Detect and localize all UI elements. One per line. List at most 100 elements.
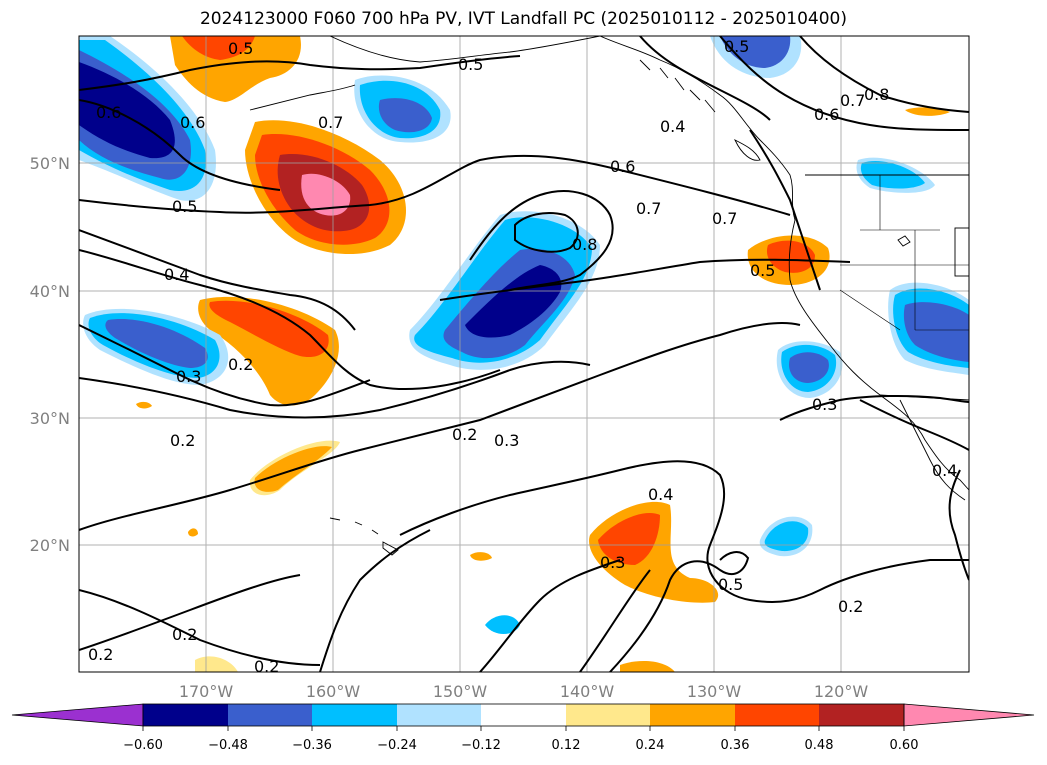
contour-label: 0.7 xyxy=(636,199,661,218)
lat-label: 20°N xyxy=(30,536,70,555)
colorbar-bin xyxy=(819,704,904,726)
contour-label: 0.4 xyxy=(648,485,673,504)
contour-line xyxy=(859,399,969,451)
lat-label: 50°N xyxy=(30,154,70,173)
contour-line xyxy=(399,460,969,603)
contour-label: 0.7 xyxy=(840,91,865,110)
contour-label: 0.8 xyxy=(572,235,597,254)
colorbar-tick-label: −0.36 xyxy=(292,738,332,753)
contour-label: 0.4 xyxy=(660,117,685,136)
lon-label: 120°W xyxy=(814,682,869,701)
lon-label: 130°W xyxy=(687,682,742,701)
positive-anomaly-region xyxy=(598,512,660,565)
contour-line xyxy=(609,551,750,672)
contour-line xyxy=(579,569,651,672)
negative-anomaly-region xyxy=(105,319,208,368)
contour-label: 0.7 xyxy=(318,113,343,132)
pc-contours xyxy=(79,36,969,672)
contour-line xyxy=(719,36,969,131)
contour-label: 0.2 xyxy=(254,657,279,676)
contour-label: 0.2 xyxy=(452,425,477,444)
positive-anomaly-region xyxy=(620,660,675,672)
colorbar-tick-label: 0.60 xyxy=(890,738,919,753)
contour-line xyxy=(749,129,821,291)
contour-line xyxy=(79,589,321,666)
contour-label: 0.5 xyxy=(724,37,749,56)
lat-label: 30°N xyxy=(30,409,70,428)
contour-label: 0.6 xyxy=(814,105,839,124)
positive-anomaly-region xyxy=(188,528,198,537)
contour-line xyxy=(469,190,614,291)
contour-label: 0.8 xyxy=(864,85,889,104)
map-gridlines xyxy=(79,36,969,672)
contour-line xyxy=(79,99,281,191)
contour-label: 0.6 xyxy=(180,113,205,132)
contour-label: 0.5 xyxy=(750,261,775,280)
negative-anomaly-region xyxy=(485,615,520,635)
contour-line xyxy=(79,322,801,531)
great-basin-box xyxy=(954,227,969,277)
colorbar-tick-label: −0.48 xyxy=(208,738,248,753)
colorbar-under-arrow xyxy=(11,703,144,727)
colorbar: −0.60 −0.48 −0.36 −0.24 −0.12 0.12 0.24 … xyxy=(11,703,1035,753)
contour-line xyxy=(479,559,621,672)
colorbar-ticks xyxy=(142,726,905,731)
colorbar-bin xyxy=(143,704,228,726)
contour-label: 0.3 xyxy=(600,553,625,572)
contour-label: 0.7 xyxy=(712,209,737,228)
colorbar-tick-label: 0.24 xyxy=(636,738,665,753)
contour-line xyxy=(79,360,591,419)
contour-line xyxy=(948,469,969,581)
baja-coastline xyxy=(899,399,966,501)
colorbar-bin xyxy=(312,704,397,726)
negative-anomaly-region xyxy=(465,265,562,338)
filled-anomalies xyxy=(79,36,969,672)
contour-line xyxy=(514,212,579,253)
colorbar-tick-label: −0.12 xyxy=(461,738,501,753)
colorbar-bin xyxy=(481,704,566,726)
state-borders xyxy=(839,175,969,331)
colorbar-bin xyxy=(566,704,650,726)
contour-labels: 0.5 0.5 0.5 0.6 0.6 0.7 0.7 0.8 0.8 0.7 … xyxy=(88,37,957,676)
contour-label: 0.3 xyxy=(176,367,201,386)
contour-label: 0.2 xyxy=(88,645,113,664)
contour-label: 0.6 xyxy=(610,157,635,176)
positive-anomaly-region xyxy=(209,300,329,358)
contour-line xyxy=(779,394,969,421)
negative-anomaly-region xyxy=(720,36,791,68)
lon-label: 140°W xyxy=(560,682,615,701)
positive-anomaly-region xyxy=(766,240,815,273)
alaska-coastline xyxy=(329,36,601,63)
positive-anomaly-region xyxy=(136,401,152,409)
small-lake xyxy=(897,235,911,247)
contour-line xyxy=(79,574,301,651)
contour-label: 0.4 xyxy=(164,265,189,284)
coastlines xyxy=(249,36,969,556)
contour-line xyxy=(319,529,431,672)
negative-anomaly-region xyxy=(764,521,809,552)
colorbar-frame xyxy=(142,703,905,727)
contour-line xyxy=(439,258,851,301)
colorbar-tick-label: 0.48 xyxy=(805,738,834,753)
contour-label: 0.2 xyxy=(228,355,253,374)
positive-anomaly-region xyxy=(301,173,351,216)
negative-anomaly-region xyxy=(903,302,969,362)
contour-line xyxy=(79,324,371,407)
contour-label: 0.2 xyxy=(170,431,195,450)
contour-label: 0.5 xyxy=(172,197,197,216)
colorbar-bin xyxy=(397,704,481,726)
longitude-labels: 170°W 160°W 150°W 140°W 130°W 120°W xyxy=(179,682,869,701)
contour-label: 0.2 xyxy=(172,625,197,644)
contour-line xyxy=(79,55,521,91)
lat-label: 40°N xyxy=(30,282,70,301)
contour-label: 0.6 xyxy=(96,103,121,122)
contour-label: 0.5 xyxy=(458,55,483,74)
map-frame xyxy=(78,35,970,673)
lon-label: 160°W xyxy=(306,682,361,701)
positive-anomaly-region xyxy=(470,552,492,561)
contour-line xyxy=(639,36,771,121)
colorbar-tick-label: −0.60 xyxy=(123,738,163,753)
southeast-alaska-islands xyxy=(639,59,716,113)
negative-anomaly-region xyxy=(378,98,432,133)
